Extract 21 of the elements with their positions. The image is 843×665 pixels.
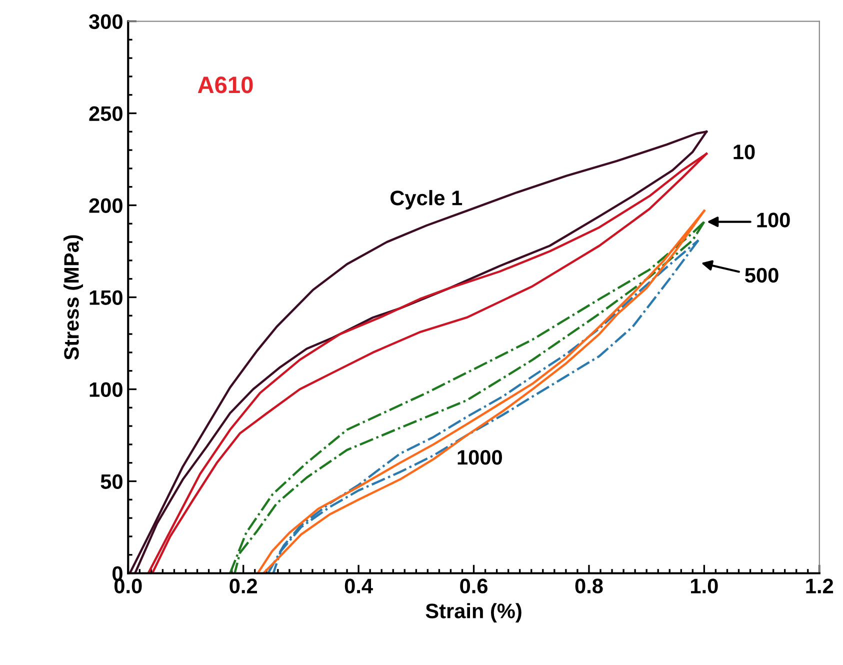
y-tick-label: 100 (90, 382, 122, 397)
y-tick-label: 200 (89, 198, 122, 214)
y-tick-label: 50 (100, 474, 122, 489)
series-label: 1000 (458, 450, 502, 465)
y-tick-label: 300 (89, 14, 122, 30)
annotation: A610 (198, 76, 253, 94)
series-label: Cycle 1 (390, 190, 462, 210)
x-tick-label: 0.0 (114, 578, 142, 594)
x-tick-label: 0.8 (575, 578, 603, 594)
y-tick-label: 250 (89, 106, 122, 122)
series-label: 10 (734, 144, 755, 160)
y-tick-label: 150 (90, 290, 122, 306)
x-tick-label: 0.4 (344, 578, 373, 594)
text: 100 (757, 212, 790, 228)
x-tick-label: 0.6 (460, 578, 488, 594)
y-axis-title: Stress (MPa) (64, 235, 83, 360)
text: 500 (745, 268, 778, 283)
x-tick-label: 1.2 (806, 578, 834, 594)
x-tick-label: 0.2 (230, 578, 257, 594)
x-tick-label: 1.0 (691, 578, 718, 594)
x-axis-title: Strain (%) (426, 603, 522, 622)
